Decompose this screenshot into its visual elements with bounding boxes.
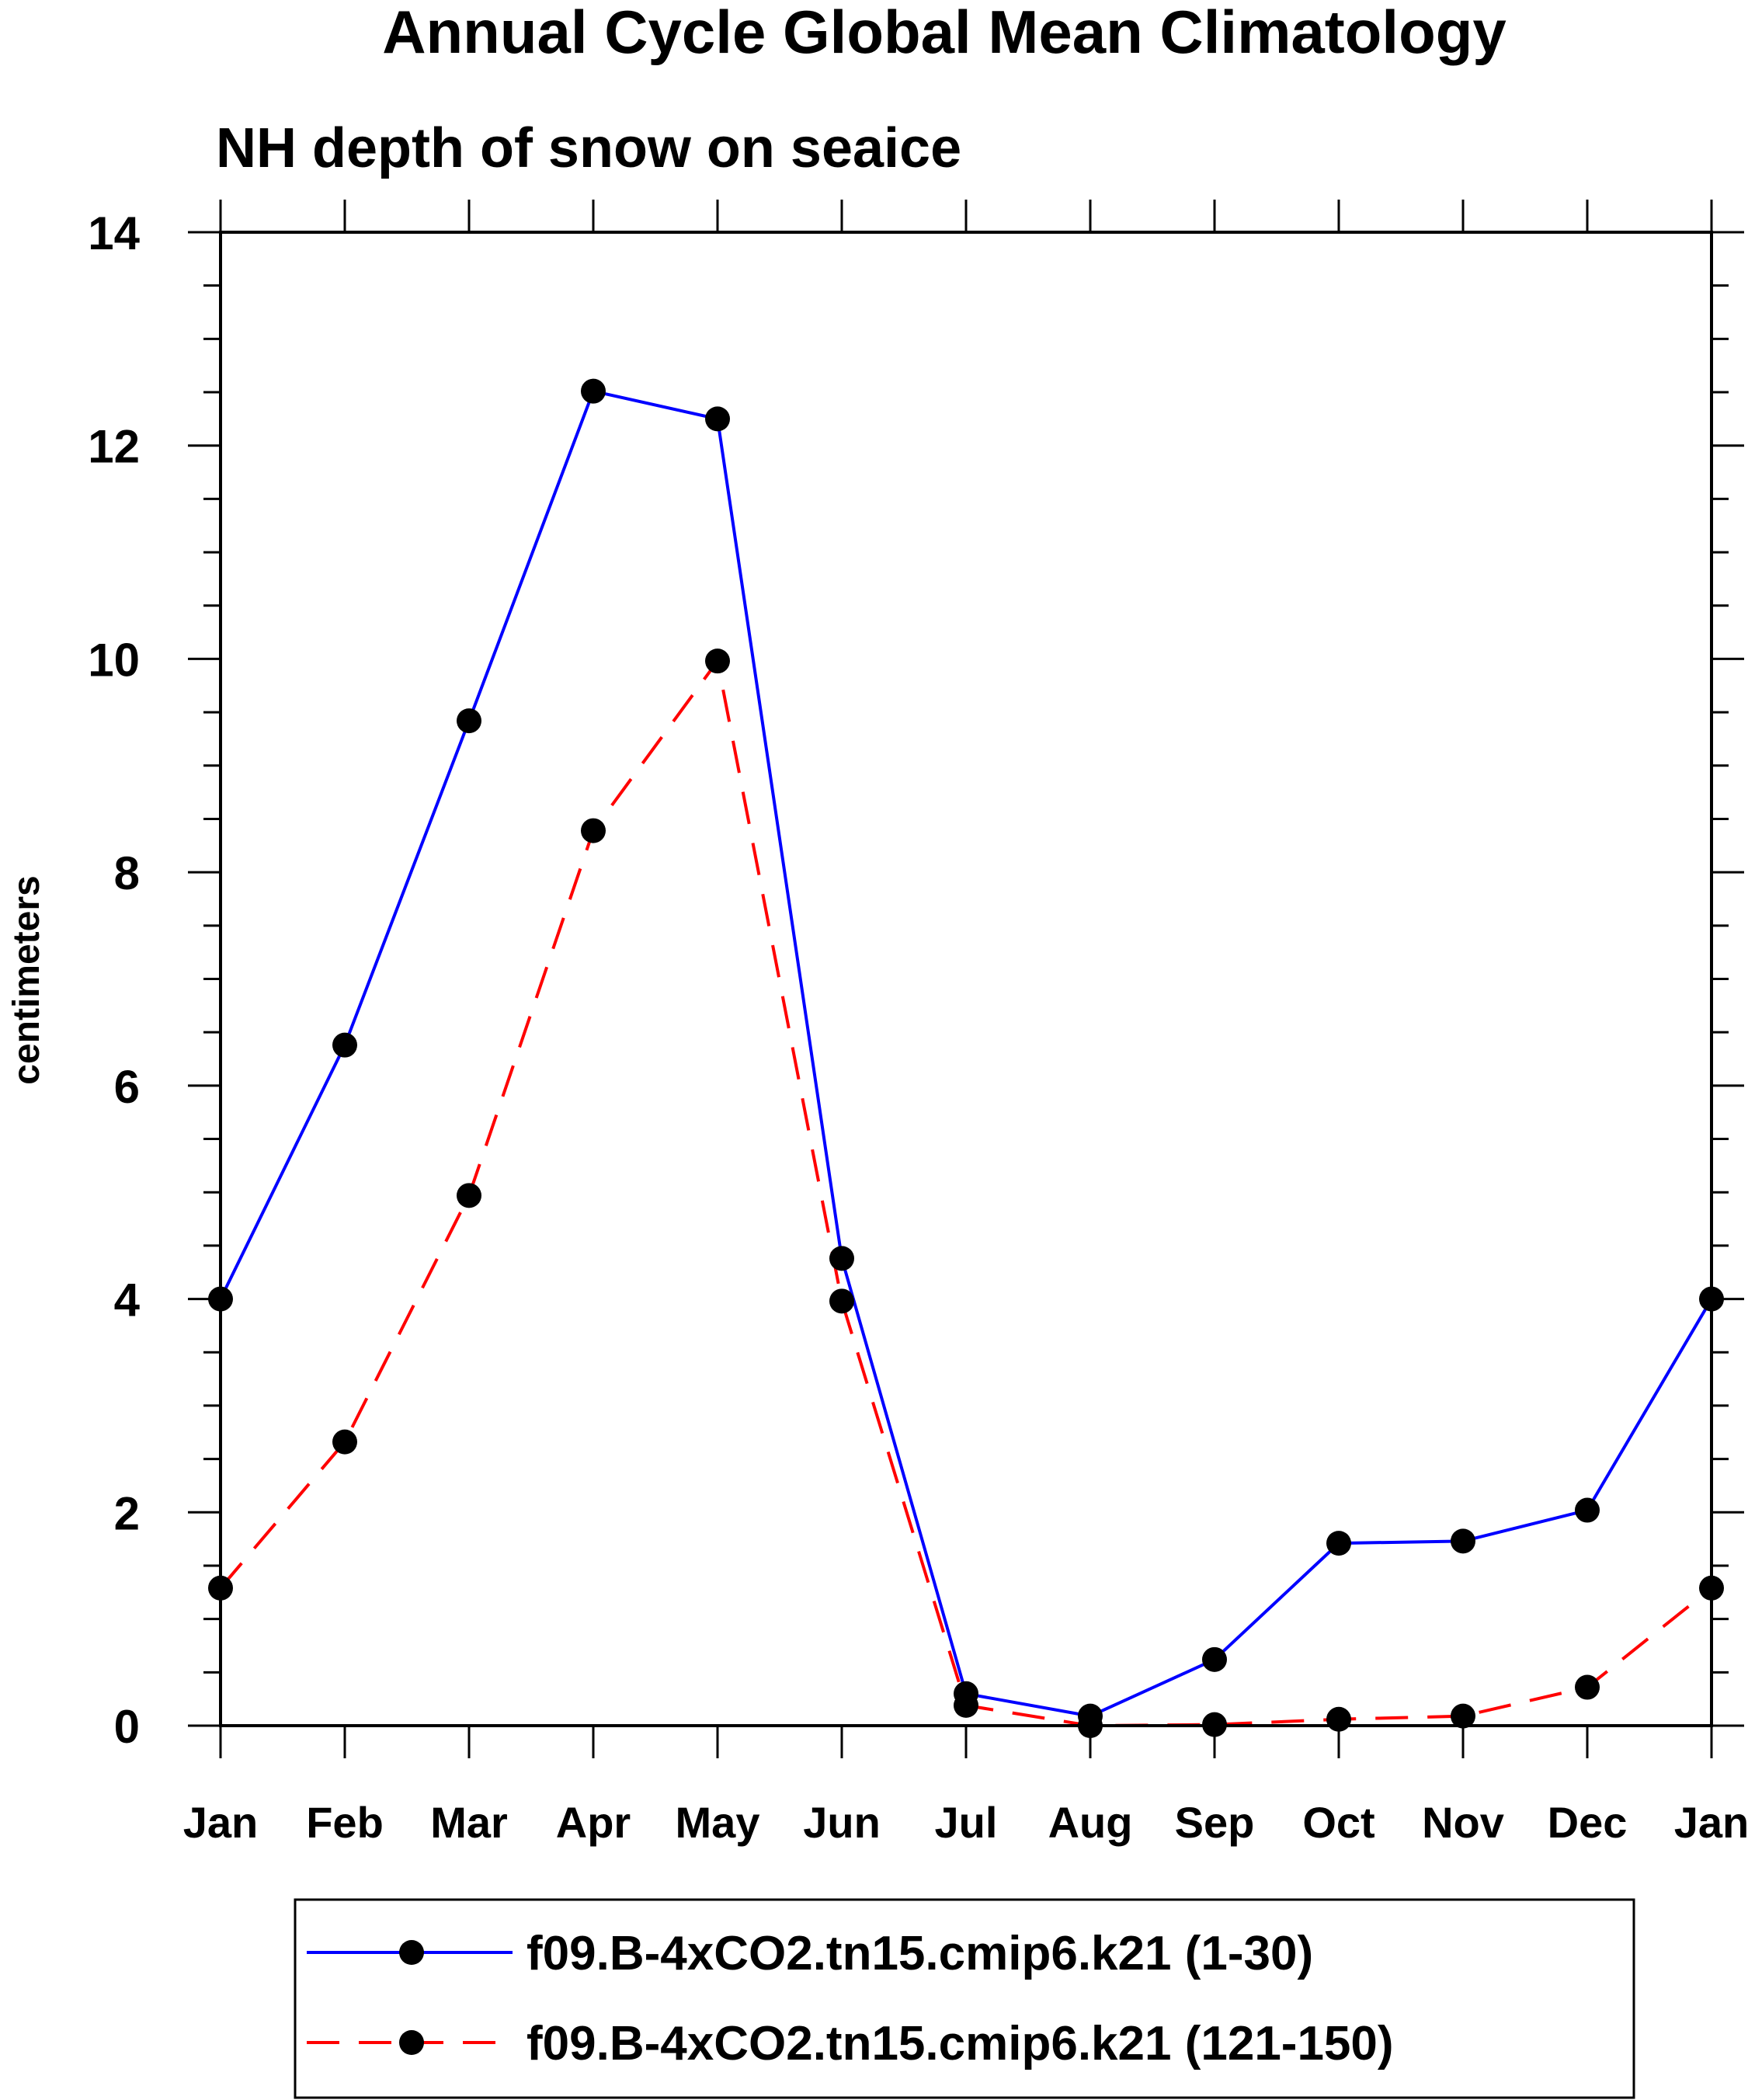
series-layer [208,378,1724,1738]
series-1-point [581,378,606,404]
legend-marker-series-1 [399,1940,424,1965]
chart-subtitle: NH depth of snow on seaice [216,117,961,179]
x-tick-label: Apr [556,1798,631,1847]
series-2-point [1326,1706,1351,1732]
y-tick-label: 2 [114,1487,140,1539]
series-1-point [1202,1646,1227,1672]
series-2-point [1575,1674,1600,1700]
y-tick-label: 8 [114,847,140,899]
y-tick-label: 0 [114,1701,140,1753]
series-1-point [829,1246,854,1271]
x-tick-label: Sep [1175,1798,1255,1847]
x-tick-label: Dec [1548,1798,1628,1847]
x-tick-labels: Jan Feb Mar Apr May Jun Jul Aug Sep Oct Nov Dec Jan [183,1798,1750,1847]
y-tick-label: 6 [114,1061,140,1113]
y-tick-labels: 0 2 4 6 8 10 12 14 [88,207,140,1753]
series-2-point [581,818,606,843]
legend-label-series-2: f09.B-4xCO2.tn15.cmip6.k21 (121-150) [526,2017,1394,2070]
x-tick-label: Nov [1422,1798,1504,1847]
x-tick-label: Oct [1302,1798,1374,1847]
x-tick-label: May [676,1798,760,1847]
chart-title: Annual Cycle Global Mean Climatology [382,0,1507,66]
series-2-point [829,1288,854,1314]
y-tick-label: 12 [88,421,140,473]
series-1-point [1326,1531,1351,1556]
x-tick-label: Jul [935,1798,998,1847]
x-tick-label: Jun [803,1798,881,1847]
series-2-point [457,1183,481,1208]
y-tick-label: 4 [114,1274,141,1326]
x-tick-label: Aug [1048,1798,1133,1847]
y-axis-label: centimeters [6,875,47,1084]
series-2-point [705,648,730,674]
series-2-point [954,1692,978,1718]
plot-frame [219,231,1713,1727]
legend-box [294,1898,1635,2099]
series-2-point [1451,1703,1475,1729]
legend-marker-series-2 [399,2030,424,2055]
series-line-2 [219,657,1713,1728]
x-tick-label: Jan [183,1798,259,1847]
y-tick-label: 10 [88,634,140,686]
series-1-point [1451,1528,1475,1554]
x-tick-label: Mar [430,1798,508,1847]
series-2-point [332,1429,357,1455]
series-1-point [705,406,730,432]
x-tick-label: Jan [1674,1798,1750,1847]
legend-label-series-1: f09.B-4xCO2.tn15.cmip6.k21 (1-30) [526,1927,1313,1980]
series-1-point [332,1032,357,1058]
series-1-point [457,708,481,734]
legend: f09.B-4xCO2.tn15.cmip6.k21 (1-30) f09.B-… [294,1898,1635,2099]
x-tick-label: Feb [306,1798,384,1847]
series-1-point [1575,1497,1600,1523]
series-line-1 [219,389,1713,1718]
axis-ticks [188,200,1744,1758]
y-tick-label: 14 [88,207,140,259]
